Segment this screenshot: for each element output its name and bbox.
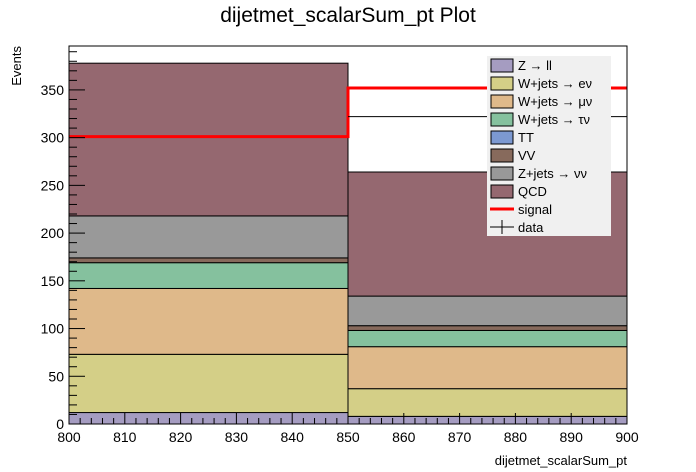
- y-axis-label: Events: [9, 46, 24, 86]
- x-tick-label: 820: [169, 429, 193, 445]
- legend-label: TT: [518, 130, 534, 145]
- stack-bar-5-0: [68, 257, 349, 264]
- stack-bar-3-1: [347, 329, 628, 348]
- stack-bar-1-1: [347, 388, 628, 417]
- stack-bar-0-0: [68, 412, 349, 425]
- legend-label: data: [518, 220, 544, 235]
- legend-label: signal: [518, 202, 552, 217]
- legend-swatch: [490, 58, 514, 73]
- legend-swatch: [490, 184, 514, 199]
- stack-bar-2-0: [68, 287, 349, 355]
- y-tick-label: 150: [41, 273, 65, 289]
- x-tick-label: 830: [225, 429, 249, 445]
- x-tick-label: 900: [615, 429, 639, 445]
- stack-bar-1-0: [68, 353, 349, 414]
- stack-bar-3-0: [68, 262, 349, 289]
- y-tick-label: 350: [41, 82, 65, 98]
- x-tick-label: 870: [448, 429, 472, 445]
- x-tick-label: 890: [560, 429, 584, 445]
- y-tick-label: 0: [56, 416, 64, 432]
- y-tick-label: 300: [41, 130, 65, 146]
- stack-bar-6-0: [68, 215, 349, 259]
- legend-swatch: [490, 130, 514, 145]
- x-tick-label: 850: [336, 429, 360, 445]
- legend-swatch: [490, 166, 514, 181]
- y-tick-label: 50: [48, 368, 64, 384]
- stack-bar-2-1: [347, 346, 628, 390]
- legend-label: W+jets → μν: [518, 94, 592, 109]
- x-tick-label: 800: [57, 429, 81, 445]
- stack-bar-7-0: [68, 62, 349, 217]
- legend-swatch: [490, 148, 514, 163]
- x-tick-label: 840: [281, 429, 305, 445]
- legend-label: W+jets → eν: [518, 76, 592, 91]
- stack-bar-0-1: [347, 415, 628, 425]
- chart-title: dijetmet_scalarSum_pt Plot: [220, 4, 476, 27]
- legend-label: VV: [518, 148, 536, 163]
- legend-label: Z → ll: [518, 58, 552, 73]
- legend-label: Z+jets → νν: [518, 166, 587, 181]
- x-axis-label: dijetmet_scalarSum_pt: [495, 453, 628, 468]
- legend-swatch: [490, 112, 514, 127]
- y-tick-label: 250: [41, 177, 65, 193]
- x-tick-label: 810: [113, 429, 137, 445]
- stack-bar-6-1: [347, 295, 628, 327]
- y-tick-label: 100: [41, 321, 65, 337]
- legend-swatch: [490, 94, 514, 109]
- legend-label: W+jets → τν: [518, 112, 590, 127]
- x-tick-label: 880: [504, 429, 528, 445]
- legend-label: QCD: [518, 184, 547, 199]
- legend-swatch: [490, 76, 514, 91]
- stack-bar-5-1: [347, 325, 628, 331]
- x-tick-label: 860: [392, 429, 416, 445]
- y-tick-label: 200: [41, 225, 65, 241]
